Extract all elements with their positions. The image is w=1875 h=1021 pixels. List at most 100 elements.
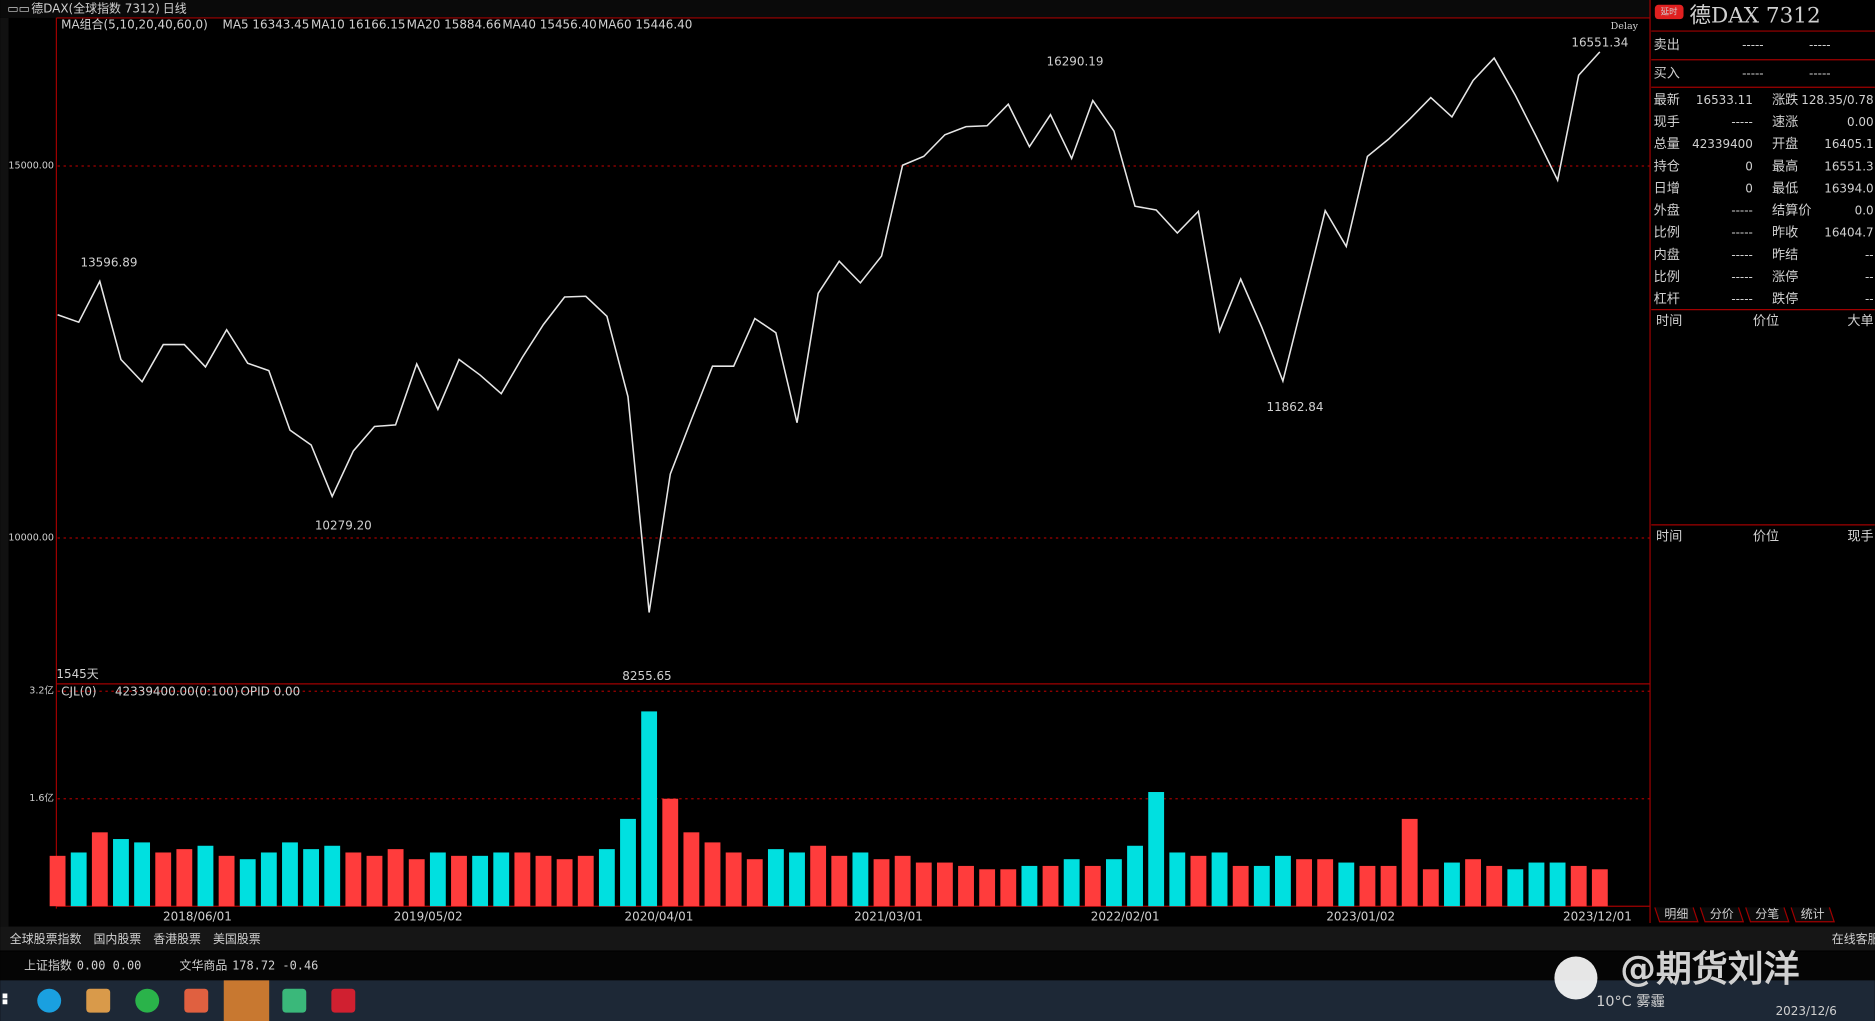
quote-label: 日增 xyxy=(1654,180,1680,196)
quote-value: ----- xyxy=(1731,270,1753,284)
volume-bar xyxy=(70,852,87,907)
volume-bar xyxy=(176,849,193,907)
quote-value: 128.35/0.78 xyxy=(1801,93,1873,107)
app-icon[interactable] xyxy=(86,988,111,1013)
panel-tab[interactable] xyxy=(1790,907,1835,923)
list-header: 时间 xyxy=(1656,528,1682,544)
period[interactable]: 日线 xyxy=(163,1,187,15)
volume-bar xyxy=(197,845,214,907)
volume-bar xyxy=(1000,869,1017,907)
volume-bar xyxy=(535,855,552,907)
volume-bar xyxy=(1465,859,1481,907)
panel-tab-label[interactable]: 明细 xyxy=(1664,907,1688,921)
quote-label: 速涨 xyxy=(1772,114,1798,130)
quote-value: ----- xyxy=(1731,226,1753,240)
bidask-value: ----- xyxy=(1809,67,1831,81)
volume-tick-label: 3.2亿 xyxy=(29,685,54,697)
volume-bar xyxy=(345,852,362,907)
quote-label: 涨跌 xyxy=(1772,92,1798,108)
volume-bar xyxy=(1042,865,1059,907)
start-icon[interactable] xyxy=(2,993,8,999)
volume-bar xyxy=(915,862,932,907)
market-tab[interactable]: 全球股票指数 xyxy=(10,931,82,946)
quote-value: -- xyxy=(1865,292,1874,306)
panel-tab-label[interactable]: 分笔 xyxy=(1755,906,1779,921)
volume-bar xyxy=(1190,855,1207,907)
volume-bar xyxy=(218,855,235,907)
market-tab[interactable]: 美国股票 xyxy=(213,932,261,946)
list-header: 价位 xyxy=(1753,313,1779,329)
volume-bar xyxy=(1127,845,1143,907)
volume-bar xyxy=(577,855,594,907)
volume-bar xyxy=(789,852,805,907)
list-header: 大单 xyxy=(1847,313,1873,329)
quote-label: 比例 xyxy=(1654,269,1680,285)
quote-label: 比例 xyxy=(1654,225,1680,241)
volume-bar xyxy=(556,859,573,907)
market-tab[interactable]: 香港股票 xyxy=(153,932,201,946)
volume-bar xyxy=(662,798,679,907)
annotation: 8255.65 xyxy=(622,669,671,683)
panel-tab-label[interactable]: 统计 xyxy=(1801,907,1825,921)
bidask-value: ----- xyxy=(1742,67,1764,81)
list-header: 现手 xyxy=(1847,528,1873,544)
volume-bar xyxy=(324,845,341,907)
quote-label: 最高 xyxy=(1772,157,1798,174)
watermark: @期货刘洋 xyxy=(1620,949,1799,990)
status-value: 0.00 0.00 xyxy=(77,959,142,973)
list-header: 时间 xyxy=(1656,313,1682,329)
app-icon-active[interactable] xyxy=(223,980,270,1021)
app-icon[interactable] xyxy=(184,988,209,1013)
market-tab-bar xyxy=(0,926,1875,951)
volume-bar xyxy=(1232,865,1249,907)
volume-bar xyxy=(113,839,129,907)
x-tick-label: 2019/05/02 xyxy=(394,909,463,923)
volume-bar xyxy=(429,852,446,907)
start-icon[interactable] xyxy=(2,999,8,1005)
market-tab[interactable]: 国内股票 xyxy=(93,932,141,946)
online-service[interactable]: 在线客服 xyxy=(1832,931,1875,946)
y-tick-label: 15000.00 xyxy=(8,160,54,171)
quote-value: 42339400 xyxy=(1692,137,1753,151)
app-icon[interactable] xyxy=(331,988,356,1013)
volume-legend: OPID 0.00 xyxy=(240,685,300,699)
quote-value: 0.00 xyxy=(1847,115,1874,129)
taskbar-icons xyxy=(2,980,356,1021)
status-name: 文华商品 xyxy=(180,958,228,973)
quote-label: 最新 xyxy=(1654,92,1680,108)
quote-label: 开盘 xyxy=(1772,135,1798,152)
window-icon: ▭▭ xyxy=(7,1,30,15)
panel-tab-label[interactable]: 分价 xyxy=(1710,907,1734,921)
panel-tab[interactable] xyxy=(1745,907,1790,923)
quote-label: 内盘 xyxy=(1654,246,1680,263)
left-strip xyxy=(0,17,9,927)
volume-bar xyxy=(514,852,531,907)
quote-label: 杠杆 xyxy=(1654,291,1680,307)
volume-bar xyxy=(1359,865,1376,907)
quote-label: 外盘 xyxy=(1654,202,1680,219)
volume-bar xyxy=(746,859,763,907)
volume-bar xyxy=(1169,852,1186,907)
volume-tick-label: 1.6亿 xyxy=(29,792,54,804)
volume-bar xyxy=(1528,862,1545,907)
quote-label: 总量 xyxy=(1654,136,1680,152)
volume-bar xyxy=(260,852,277,907)
volume-bar xyxy=(134,842,151,907)
ma-group[interactable]: MA组合(5,10,20,40,60,0) xyxy=(61,17,208,32)
ma-legend: MA5 16343.45 xyxy=(223,18,310,32)
quote-label: 现手 xyxy=(1654,114,1680,130)
app-icon[interactable] xyxy=(282,988,307,1013)
volume-bar xyxy=(620,818,636,907)
annotation: 10279.20 xyxy=(315,519,372,533)
ma-legend: MA60 15446.40 xyxy=(598,18,692,32)
volume-bar xyxy=(472,855,489,907)
window-title: 德DAX(全球指数 7312) xyxy=(31,0,160,15)
app-icon[interactable] xyxy=(135,988,160,1013)
volume-bar xyxy=(873,859,890,907)
panel-tab[interactable] xyxy=(1654,907,1699,923)
volume-bar xyxy=(852,852,869,907)
app-icon[interactable] xyxy=(37,988,62,1013)
panel-tab[interactable] xyxy=(1699,907,1745,923)
ma-legend: MA40 15456.40 xyxy=(502,18,596,32)
